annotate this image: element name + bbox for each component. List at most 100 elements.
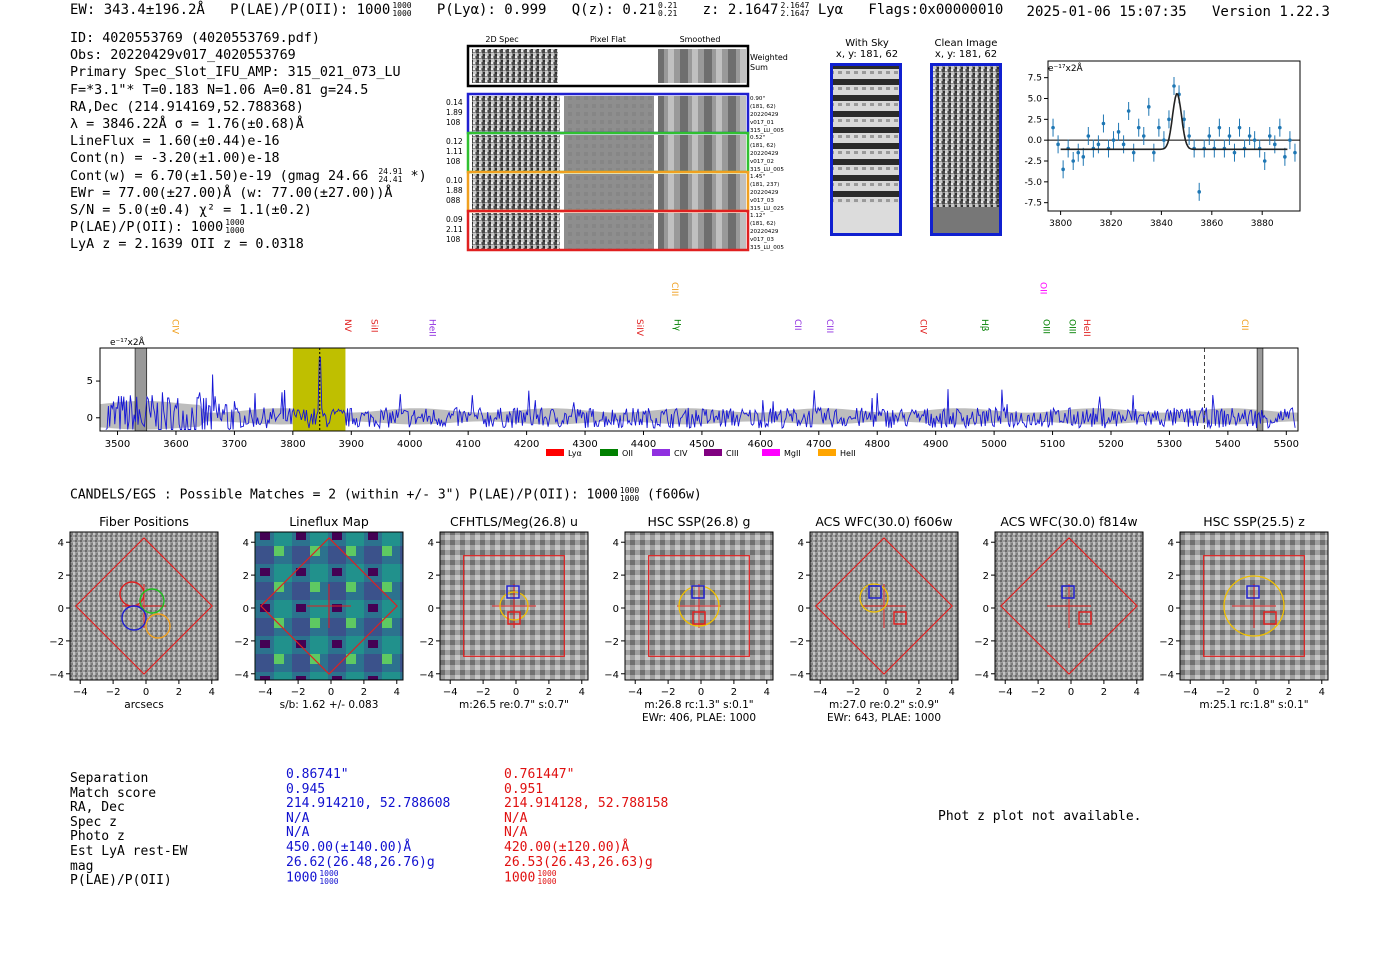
cutout-ytick-label: 4 xyxy=(798,538,804,549)
legend-swatch xyxy=(762,449,780,456)
zoom-point xyxy=(1262,159,1267,163)
info-lineflux: LineFlux = 1.60(±0.44)e-16 xyxy=(70,134,280,150)
spec2d-weighted-row: Weighted Sum xyxy=(466,44,788,88)
header-line: Lyα xyxy=(817,2,844,18)
cutout-xtick-label: −2 xyxy=(476,687,491,698)
spectral-line-label: CIII xyxy=(669,282,679,296)
match-value-row: 450.00(±140.00)Å xyxy=(286,839,412,855)
cutout-caption-2: EWr: 406, PLAE: 1000 xyxy=(642,712,756,724)
header-plae: P(LAE)/P(OII): 1000 xyxy=(230,2,391,18)
clean-title: Clean Image xyxy=(934,38,998,49)
match-value-row: 26.53(26.43,26.63)g xyxy=(504,854,653,870)
info-plae-hi: 1000 xyxy=(225,218,245,228)
zoom-unit: e⁻¹⁷x2Å xyxy=(1048,62,1084,74)
photz-message: Phot z plot not available. xyxy=(938,809,1142,824)
spec2d-row-border xyxy=(466,209,750,252)
full-spectrum-plot: CIV NV SiII HeII SiIV CIII Hγ CII CIII CIV Hβ OII OI… xyxy=(87,282,1299,458)
spectrum-legend: Lyα OII CIV CIII MgII HeII xyxy=(546,449,856,458)
cutout-xtick-label: 4 xyxy=(1319,687,1325,698)
zoom-point xyxy=(1051,125,1055,130)
cutout-xtick-label: 4 xyxy=(209,687,215,698)
spec2d-row-right-text: v017_02 xyxy=(750,159,774,165)
legend-label: MgII xyxy=(784,449,801,458)
spec2d-row-right-text: 20220429 xyxy=(750,112,779,118)
zoom-point xyxy=(1197,190,1201,194)
info-contn: Cont(n) = -3.20(±1.00)e-18 xyxy=(70,151,280,167)
spec2d-row-left-text: 1.89 xyxy=(446,108,463,117)
match-label-row: Match score xyxy=(70,785,157,801)
info-params: F=*3.1"* T=0.183 N=1.06 A=0.81 g=24.5 xyxy=(70,82,369,98)
spec2d-header-2d: 2D Spec xyxy=(485,35,518,44)
info-primary: Primary Spec_Slot_IFU_AMP: 315_021_073_L… xyxy=(70,65,401,81)
spectral-line-label: CIV xyxy=(170,319,180,335)
cutout-ytick-label: 2 xyxy=(1168,571,1174,582)
cutout-ytick-label: 0 xyxy=(243,604,249,615)
spectral-line-label: HeII xyxy=(427,319,437,337)
legend-swatch xyxy=(600,449,618,456)
spectral-line-label: CII xyxy=(792,319,802,331)
match-value-row: N/A xyxy=(286,810,310,826)
zoom-point xyxy=(1152,150,1156,155)
zoom-point xyxy=(1076,150,1081,155)
zoom-ytick-label: 5.0 xyxy=(1028,95,1043,105)
spectrum-xtick-label: 5200 xyxy=(1098,439,1123,450)
zoom-point xyxy=(1136,125,1141,130)
match-value-row: 1000 1000 1000 xyxy=(286,870,450,886)
zoom-xtick-label: 3880 xyxy=(1251,219,1274,229)
spectrum-xtick-label: 5500 xyxy=(1274,439,1299,450)
spec2d-panel: 2D Spec Pixel Flat Smoothed Weighted Sum… xyxy=(446,35,788,252)
clean-coords: x, y: 181, 62 xyxy=(934,49,998,60)
spec2d-row-image xyxy=(472,213,560,249)
legend-swatch xyxy=(652,449,670,456)
spec2d-row-right-text: 0.90" xyxy=(750,96,765,102)
header-z: z: 2.1647 xyxy=(702,2,779,18)
zoom-point xyxy=(1207,134,1212,138)
cutout-ifu-footprint xyxy=(75,537,213,675)
spectral-line-label: NV xyxy=(342,319,352,333)
cutout-xtick-label: −2 xyxy=(291,687,306,698)
zoom-point xyxy=(1111,138,1116,142)
sky-image xyxy=(830,63,902,236)
zoom-point xyxy=(1267,134,1272,138)
spec2d-row-right-text: v017_01 xyxy=(750,120,774,126)
spec2d-row-right-text: 315_LU_005 xyxy=(750,128,784,134)
cutout-xtick-label: 4 xyxy=(949,687,955,698)
fiber-circle-green xyxy=(139,588,165,614)
spec2d-row-smoothed xyxy=(658,135,746,171)
spectral-line-label: OIII xyxy=(1067,319,1077,334)
cutout-xtick-label: −4 xyxy=(998,687,1013,698)
match-plae-value: 1000 xyxy=(504,870,536,886)
zoom-point xyxy=(1232,150,1237,155)
legend-swatch xyxy=(704,449,722,456)
cutout-ytick-label: −4 xyxy=(419,670,434,681)
detection-info: ID: 4020553769 (4020553769.pdf) Obs: 202… xyxy=(70,30,427,254)
spectrum-xtick-label: 3800 xyxy=(280,439,305,450)
cutout-match-blue xyxy=(506,585,520,599)
cutout-ytick-label: 2 xyxy=(798,571,804,582)
spec2d-row-image xyxy=(472,135,560,171)
info-plae-text: P(LAE)/P(OII): 1000 xyxy=(70,220,224,236)
spectrum-frame xyxy=(99,347,1299,432)
cutout-xtick-label: 0 xyxy=(143,687,149,698)
match-value-row: 0.761447" xyxy=(504,767,575,782)
cutout-xtick-label: −4 xyxy=(258,687,273,698)
cutout-ytick-label: 4 xyxy=(983,538,989,549)
spectrum-xtick-label: 3900 xyxy=(339,439,364,450)
cutout-ytick-label: 0 xyxy=(983,604,989,615)
cutout-aperture xyxy=(499,591,529,621)
candels-plae-range: 1000 1000 xyxy=(620,487,639,503)
cutout-xtick-label: −2 xyxy=(106,687,121,698)
cutout-xtick-label: −4 xyxy=(443,687,458,698)
header-plya: P(Lyα): 0.999 xyxy=(436,2,547,18)
header-qz-hi: 0.21 xyxy=(658,1,678,10)
match-plae-lo: 1000 xyxy=(537,877,557,887)
zoom-xtick-label: 3800 xyxy=(1049,219,1072,229)
zoom-point xyxy=(1147,105,1151,109)
zoom-point xyxy=(1121,142,1126,147)
legend-label: Lyα xyxy=(568,449,582,458)
info-id: ID: 4020553769 (4020553769.pdf) xyxy=(70,31,320,46)
spectral-line-label: Hβ xyxy=(979,319,989,332)
cutout-ifu-footprint xyxy=(648,555,750,657)
zoom-point xyxy=(1278,125,1282,130)
